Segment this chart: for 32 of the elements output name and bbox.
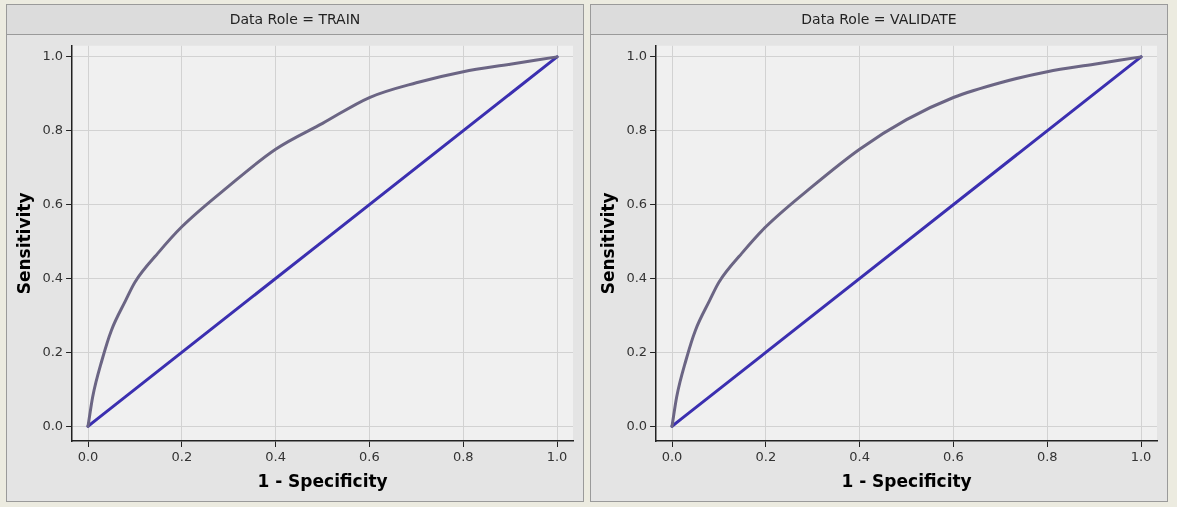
x-tick-label: 1.0 (1130, 449, 1152, 465)
y-tick-label: 0.4 (626, 269, 648, 285)
x-tick-label: 0.4 (265, 449, 286, 465)
x-axis-title: 1 - Specificity (841, 471, 972, 492)
y-axis-title: Sensitivity (13, 192, 34, 295)
y-tick-label: 0.8 (42, 122, 64, 138)
y-tick-label: 0.6 (42, 195, 64, 211)
y-axis-title: Sensitivity (597, 192, 618, 295)
x-tick-label: 0.6 (943, 449, 964, 465)
x-tick-label: 0.8 (452, 449, 474, 465)
line-series (86, 55, 559, 428)
line-series (670, 55, 1143, 428)
x-tick-label: 0.4 (849, 449, 870, 465)
x-tick-label: 0.0 (77, 449, 99, 465)
x-tick-label: 0.2 (171, 449, 193, 465)
y-tick-label: 1.0 (626, 48, 648, 64)
x-tick-label: 0.6 (359, 449, 380, 465)
y-tick-label: 0.8 (626, 122, 648, 138)
y-tick-label: 0.4 (42, 269, 64, 285)
x-tick-label: 1.0 (546, 449, 568, 465)
y-tick-label: 0.2 (626, 343, 648, 359)
x-tick-label: 0.2 (755, 449, 777, 465)
chart-title: Data Role = TRAIN (7, 5, 583, 35)
y-tick-label: 0.2 (42, 343, 64, 359)
chart-title: Data Role = VALIDATE (591, 5, 1167, 35)
y-tick-label: 0.0 (42, 417, 64, 433)
y-tick-label: 0.6 (626, 195, 648, 211)
x-axis-title: 1 - Specificity (257, 471, 388, 492)
x-tick-label: 0.8 (1036, 449, 1058, 465)
x-tick-label: 0.0 (661, 449, 683, 465)
y-tick-label: 1.0 (42, 48, 64, 64)
y-tick-label: 0.0 (626, 417, 648, 433)
